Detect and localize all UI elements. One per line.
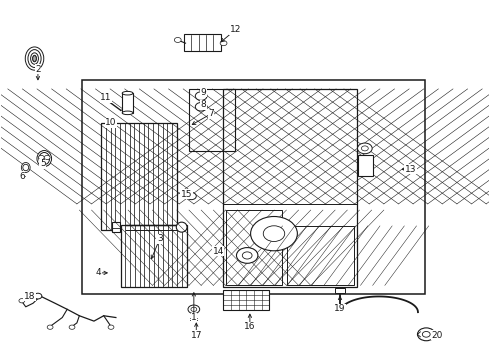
Text: 15: 15	[181, 190, 192, 199]
Text: 6: 6	[19, 172, 24, 181]
Circle shape	[69, 325, 75, 329]
Circle shape	[47, 325, 53, 329]
Circle shape	[196, 103, 207, 111]
Text: 19: 19	[334, 304, 346, 313]
Circle shape	[220, 41, 227, 46]
Ellipse shape	[39, 153, 49, 165]
Ellipse shape	[176, 222, 187, 232]
Circle shape	[174, 37, 181, 42]
Text: 8: 8	[201, 100, 206, 109]
Ellipse shape	[32, 55, 36, 62]
Circle shape	[44, 156, 50, 159]
Text: 18: 18	[24, 292, 35, 301]
Circle shape	[237, 248, 258, 263]
Bar	[225, 210, 282, 285]
Text: 2: 2	[35, 65, 41, 74]
Circle shape	[188, 305, 200, 314]
Text: 17: 17	[191, 331, 202, 340]
Bar	[223, 89, 357, 287]
Ellipse shape	[22, 162, 30, 172]
Circle shape	[362, 146, 368, 151]
Circle shape	[108, 325, 114, 329]
Bar	[184, 34, 220, 51]
Ellipse shape	[33, 56, 36, 62]
Circle shape	[417, 328, 435, 341]
Text: 16: 16	[244, 322, 256, 331]
Bar	[121, 225, 187, 287]
Bar	[358, 155, 373, 176]
Ellipse shape	[122, 111, 133, 114]
Circle shape	[19, 298, 25, 303]
Ellipse shape	[122, 91, 133, 95]
Circle shape	[38, 156, 44, 159]
Circle shape	[358, 143, 372, 154]
Text: 12: 12	[230, 26, 241, 35]
Circle shape	[187, 193, 196, 200]
Text: 11: 11	[100, 93, 112, 102]
Ellipse shape	[23, 164, 29, 171]
Circle shape	[102, 95, 111, 102]
Bar	[122, 93, 133, 113]
Circle shape	[422, 332, 430, 337]
Text: 20: 20	[432, 331, 443, 340]
Bar	[335, 288, 345, 293]
Text: 14: 14	[213, 247, 224, 256]
Circle shape	[263, 226, 285, 242]
Bar	[82, 80, 425, 294]
Circle shape	[250, 216, 297, 251]
Bar	[223, 290, 270, 310]
Bar	[101, 123, 177, 230]
Circle shape	[191, 307, 197, 311]
Bar	[112, 222, 120, 232]
Text: 1: 1	[191, 313, 196, 322]
Circle shape	[196, 92, 207, 100]
Text: 5: 5	[40, 159, 46, 168]
Bar	[288, 226, 354, 285]
Ellipse shape	[28, 50, 41, 67]
Text: 3: 3	[157, 234, 163, 243]
Text: 9: 9	[201, 88, 206, 97]
Circle shape	[243, 252, 252, 259]
Ellipse shape	[25, 47, 44, 70]
Ellipse shape	[30, 53, 38, 64]
Text: 4: 4	[96, 268, 101, 277]
Circle shape	[34, 293, 42, 299]
Ellipse shape	[37, 150, 51, 167]
Bar	[189, 89, 235, 152]
Text: 10: 10	[105, 118, 117, 127]
Text: 13: 13	[405, 165, 416, 174]
Text: 7: 7	[208, 109, 214, 118]
